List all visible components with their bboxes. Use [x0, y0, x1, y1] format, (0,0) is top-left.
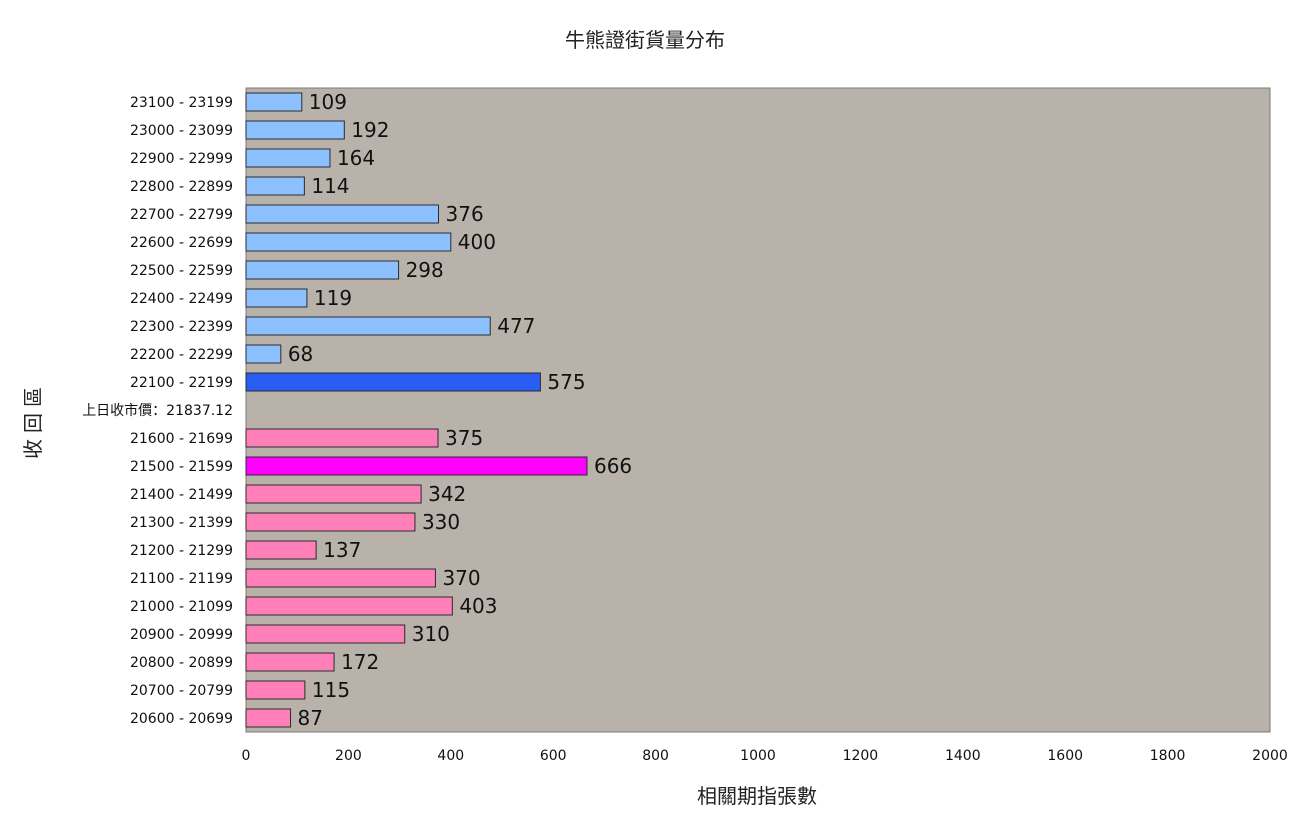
value-label: 342 [428, 482, 466, 506]
x-tick-label: 600 [540, 748, 567, 764]
value-label: 109 [309, 90, 347, 114]
category-label: 21600 - 21699 [130, 431, 233, 447]
x-tick-label: 400 [437, 748, 464, 764]
bar [245, 92, 303, 112]
x-tick-label: 1400 [945, 748, 981, 764]
bar [245, 428, 439, 448]
x-tick-label: 1800 [1150, 748, 1186, 764]
value-label: 87 [298, 706, 323, 730]
bar [245, 176, 305, 196]
bar [245, 316, 491, 336]
value-label: 376 [446, 202, 484, 226]
category-label: 22100 - 22199 [130, 375, 233, 391]
value-label: 119 [314, 286, 352, 310]
plot-area [245, 87, 1271, 733]
bar [245, 288, 308, 308]
value-label: 375 [445, 426, 483, 450]
category-label: 21400 - 21499 [130, 487, 233, 503]
category-label: 22600 - 22699 [130, 235, 233, 251]
bar [245, 484, 422, 504]
value-label: 666 [594, 454, 632, 478]
value-label: 192 [351, 118, 389, 142]
x-tick-label: 200 [335, 748, 362, 764]
category-label: 22900 - 22999 [130, 151, 233, 167]
bar [245, 512, 416, 532]
value-label: 68 [288, 342, 313, 366]
category-label: 22500 - 22599 [130, 263, 233, 279]
category-label: 22300 - 22399 [130, 319, 233, 335]
value-label: 403 [459, 594, 497, 618]
category-label: 20900 - 20999 [130, 627, 233, 643]
bar [245, 652, 335, 672]
bar [245, 260, 400, 280]
value-label: 400 [458, 230, 496, 254]
y-axis-title: 收回區 [21, 381, 45, 459]
x-tick-label: 1200 [843, 748, 879, 764]
category-label: 20600 - 20699 [130, 711, 233, 727]
bar [245, 232, 452, 252]
x-tick-label: 0 [242, 748, 251, 764]
value-label: 370 [442, 566, 480, 590]
value-label: 330 [422, 510, 460, 534]
bar [245, 344, 282, 364]
category-label: 22200 - 22299 [130, 347, 233, 363]
category-label: 23000 - 23099 [130, 123, 233, 139]
category-label: 21200 - 21299 [130, 543, 233, 559]
value-label: 172 [341, 650, 379, 674]
bar [245, 456, 588, 476]
bar [245, 120, 345, 140]
x-tick-label: 2000 [1252, 748, 1288, 764]
value-label: 477 [497, 314, 535, 338]
category-labels-group: 23100 - 23199 23000 - 23099 22900 - 22999 2… [82, 95, 233, 727]
category-label: 21000 - 21099 [130, 599, 233, 615]
bar [245, 540, 317, 560]
category-label: 22700 - 22799 [130, 207, 233, 223]
x-tick-label: 1600 [1047, 748, 1083, 764]
category-label: 21500 - 21599 [130, 459, 233, 475]
bars-group [245, 92, 588, 728]
value-label: 137 [323, 538, 361, 562]
value-label: 164 [337, 146, 375, 170]
value-label: 114 [311, 174, 349, 198]
value-label: 115 [312, 678, 350, 702]
bar [245, 680, 306, 700]
value-label: 310 [412, 622, 450, 646]
bar [245, 372, 541, 392]
bar [245, 204, 440, 224]
category-label: 上日收市價：21837.12 [82, 402, 233, 419]
category-label: 23100 - 23199 [130, 95, 233, 111]
bar [245, 596, 453, 616]
x-axis-ticks-group: 0 200 400 600 800 1000 1200 1400 1600 1800 2000 [242, 748, 1288, 764]
category-label: 21100 - 21199 [130, 571, 233, 587]
bar [245, 568, 436, 588]
category-label: 20700 - 20799 [130, 683, 233, 699]
x-axis-title: 相關期指張數 [697, 784, 817, 808]
category-label: 21300 - 21399 [130, 515, 233, 531]
x-tick-label: 1000 [740, 748, 776, 764]
value-label: 298 [406, 258, 444, 282]
x-tick-label: 800 [642, 748, 669, 764]
chart-title: 牛熊證街貨量分布 [565, 28, 725, 52]
category-label: 22800 - 22899 [130, 179, 233, 195]
bar [245, 624, 406, 644]
bar [245, 708, 292, 728]
category-label: 20800 - 20899 [130, 655, 233, 671]
bar [245, 148, 331, 168]
category-label: 22400 - 22499 [130, 291, 233, 307]
value-label: 575 [547, 370, 585, 394]
